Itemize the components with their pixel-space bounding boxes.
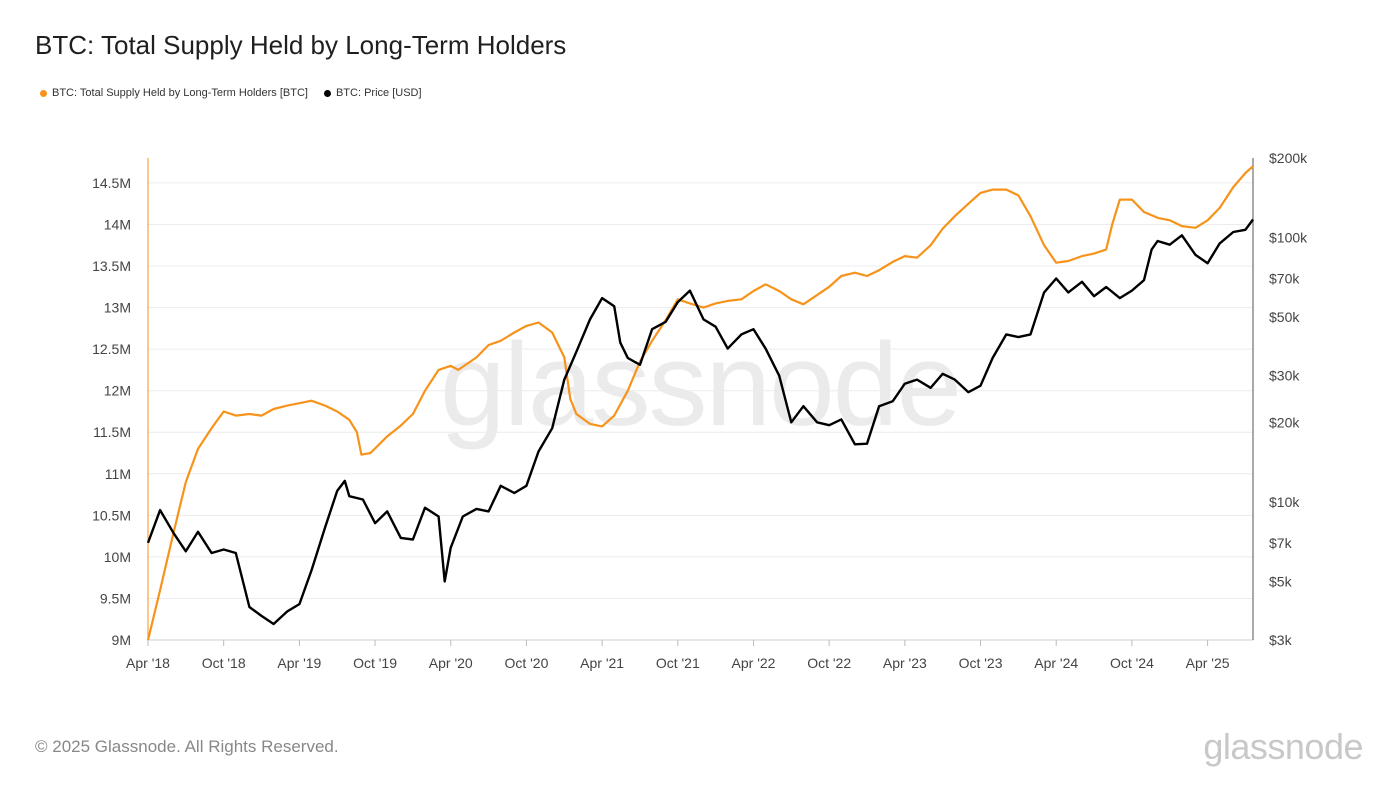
left-tick-label: 9M — [112, 632, 131, 648]
x-tick-label: Oct '21 — [656, 655, 700, 671]
right-axis-ticks: $3k $5k $7k $10k $20k $30k $50k $70k $100k $200k — [1269, 150, 1308, 648]
series-line-btc-price[interactable] — [146, 218, 1254, 626]
right-tick-label: $50k — [1269, 309, 1300, 325]
right-tick-label: $20k — [1269, 414, 1300, 430]
right-tick-label: $7k — [1269, 535, 1293, 551]
right-tick-label: $10k — [1269, 494, 1300, 510]
x-tick-label: Oct '24 — [1110, 655, 1154, 671]
x-tick-label: Apr '18 — [126, 655, 170, 671]
axes — [147, 158, 1254, 641]
left-tick-label: 13.5M — [92, 258, 131, 274]
copyright: © 2025 Glassnode. All Rights Reserved. — [35, 737, 339, 756]
left-tick-label: 9.5M — [100, 590, 131, 606]
chart-watermark: glassnode — [440, 319, 960, 451]
grid — [148, 182, 1253, 641]
x-tick-label: Apr '19 — [277, 655, 321, 671]
left-tick-label: 10.5M — [92, 507, 131, 523]
legend-label-price: BTC: Price [USD] — [335, 87, 422, 99]
right-tick-label: $30k — [1269, 368, 1300, 384]
right-tick-label: $200k — [1269, 150, 1308, 166]
chart-title: BTC: Total Supply Held by Long-Term Hold… — [35, 30, 567, 60]
left-tick-label: 12M — [104, 383, 131, 399]
legend-dot-lth-icon — [40, 89, 47, 97]
legend-item-lth[interactable]: BTC: Total Supply Held by Long-Term Hold… — [40, 87, 308, 99]
x-tick-label: Apr '21 — [580, 655, 624, 671]
left-axis-ticks: 9M 9.5M 10M 10.5M 11M 11.5M 12M 12.5M 13M 13.5M 14… — [92, 175, 131, 648]
right-tick-label: $100k — [1269, 230, 1308, 246]
left-tick-label: 12.5M — [92, 341, 131, 357]
x-tick-label: Oct '20 — [504, 655, 548, 671]
right-tick-label: $5k — [1269, 573, 1293, 589]
legend-dot-price-icon — [323, 89, 331, 97]
x-tick-label: Oct '23 — [959, 655, 1003, 671]
x-tick-label: Oct '22 — [807, 655, 851, 671]
x-tick-label: Apr '22 — [732, 655, 776, 671]
x-tick-label: Oct '18 — [202, 655, 246, 671]
left-tick-label: 11.5M — [93, 424, 131, 440]
right-tick-label: $3k — [1269, 632, 1293, 648]
legend: BTC: Total Supply Held by Long-Term Hold… — [40, 87, 422, 99]
series-layer — [146, 165, 1254, 641]
legend-item-price[interactable]: BTC: Price [USD] — [323, 87, 422, 99]
brand-logo[interactable]: glassnode — [1203, 726, 1363, 767]
x-axis-ticks: Apr '18 Oct '18 Apr '19 Oct '19 Apr '20 Oct '… — [126, 640, 1230, 671]
legend-label-lth: BTC: Total Supply Held by Long-Term Hold… — [52, 87, 308, 99]
x-tick-label: Apr '24 — [1034, 655, 1078, 671]
left-tick-label: 10M — [104, 549, 131, 565]
left-tick-label: 13M — [104, 300, 131, 316]
x-tick-label: Apr '23 — [883, 655, 927, 671]
x-tick-label: Oct '19 — [353, 655, 397, 671]
right-tick-label: $70k — [1269, 270, 1300, 286]
x-tick-label: Apr '20 — [429, 655, 473, 671]
x-tick-label: Apr '25 — [1186, 655, 1230, 671]
left-tick-label: 14M — [104, 216, 131, 232]
left-tick-label: 14.5M — [92, 175, 131, 191]
left-tick-label: 11M — [105, 466, 131, 482]
